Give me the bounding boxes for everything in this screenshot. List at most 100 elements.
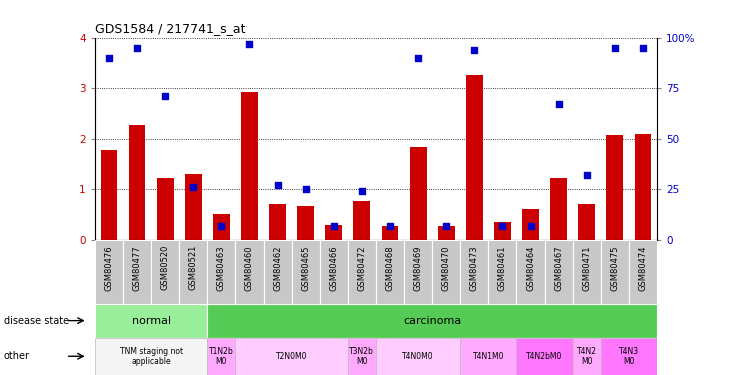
Point — [103, 55, 115, 61]
Point — [356, 188, 368, 194]
Text: GSM80470: GSM80470 — [442, 245, 450, 291]
Bar — [573, 338, 601, 375]
Bar — [353, 201, 370, 240]
Text: T4N3
M0: T4N3 M0 — [619, 347, 639, 366]
Bar — [123, 240, 151, 304]
Bar — [236, 338, 348, 375]
Bar — [517, 240, 545, 304]
Text: GSM80521: GSM80521 — [189, 245, 198, 291]
Text: GSM80464: GSM80464 — [526, 245, 535, 291]
Bar — [404, 240, 432, 304]
Text: T3N2b
M0: T3N2b M0 — [350, 347, 374, 366]
Point — [188, 184, 199, 190]
Bar — [207, 338, 235, 375]
Bar — [101, 150, 118, 240]
Text: T1N2b
M0: T1N2b M0 — [209, 347, 234, 366]
Point — [244, 40, 256, 46]
Bar — [326, 225, 342, 240]
Text: TNM staging not
applicable: TNM staging not applicable — [120, 347, 182, 366]
Bar — [128, 124, 145, 240]
Bar — [185, 174, 201, 240]
Bar — [382, 226, 399, 240]
Text: GSM80465: GSM80465 — [301, 245, 310, 291]
Bar — [461, 240, 488, 304]
Point — [215, 223, 227, 229]
Point — [300, 186, 312, 192]
Text: GSM80474: GSM80474 — [639, 245, 648, 291]
Point — [496, 223, 508, 229]
Text: GSM80472: GSM80472 — [358, 245, 366, 291]
Point — [412, 55, 424, 61]
Text: GSM80468: GSM80468 — [385, 245, 394, 291]
Text: GSM80520: GSM80520 — [161, 245, 169, 291]
Bar — [634, 134, 651, 240]
Bar — [488, 240, 517, 304]
Bar — [376, 338, 461, 375]
Text: T4N1M0: T4N1M0 — [472, 352, 504, 361]
Bar — [522, 209, 539, 240]
Bar — [269, 204, 286, 240]
Point — [525, 223, 537, 229]
Text: GSM80466: GSM80466 — [329, 245, 338, 291]
Bar — [545, 240, 573, 304]
Point — [272, 182, 283, 188]
Bar — [376, 240, 404, 304]
Bar — [292, 240, 320, 304]
Text: GSM80469: GSM80469 — [414, 245, 423, 291]
Text: GSM80471: GSM80471 — [583, 245, 591, 291]
Text: carcinoma: carcinoma — [403, 316, 461, 326]
Bar — [432, 240, 461, 304]
Bar — [517, 338, 573, 375]
Bar — [466, 75, 483, 240]
Bar — [180, 240, 207, 304]
Bar — [241, 92, 258, 240]
Text: GSM80462: GSM80462 — [273, 245, 282, 291]
Point — [328, 223, 339, 229]
Bar — [297, 206, 314, 240]
Bar — [236, 240, 264, 304]
Point — [609, 45, 620, 51]
Text: GSM80477: GSM80477 — [133, 245, 142, 291]
Text: GSM80460: GSM80460 — [245, 245, 254, 291]
Text: T2N0M0: T2N0M0 — [276, 352, 307, 361]
Bar — [494, 222, 511, 240]
Text: T4N2
M0: T4N2 M0 — [577, 347, 596, 366]
Bar — [601, 240, 629, 304]
Bar — [629, 240, 657, 304]
Bar — [607, 135, 623, 240]
Text: T4N0M0: T4N0M0 — [402, 352, 434, 361]
Bar — [348, 240, 376, 304]
Point — [131, 45, 143, 51]
Text: GSM80461: GSM80461 — [498, 245, 507, 291]
Bar — [207, 304, 657, 338]
Bar — [207, 240, 235, 304]
Point — [637, 45, 649, 51]
Bar — [601, 338, 657, 375]
Bar — [320, 240, 348, 304]
Bar — [95, 240, 123, 304]
Text: GSM80476: GSM80476 — [104, 245, 113, 291]
Bar — [578, 204, 595, 240]
Bar — [348, 338, 376, 375]
Text: GSM80463: GSM80463 — [217, 245, 226, 291]
Point — [469, 46, 480, 53]
Text: other: other — [4, 351, 30, 361]
Bar — [264, 240, 292, 304]
Point — [384, 223, 396, 229]
Text: disease state: disease state — [4, 316, 69, 326]
Text: normal: normal — [131, 316, 171, 326]
Bar — [95, 304, 207, 338]
Bar — [157, 178, 174, 240]
Text: GDS1584 / 217741_s_at: GDS1584 / 217741_s_at — [95, 22, 245, 35]
Text: GSM80473: GSM80473 — [470, 245, 479, 291]
Text: T4N2bM0: T4N2bM0 — [526, 352, 563, 361]
Bar — [573, 240, 601, 304]
Text: GSM80467: GSM80467 — [554, 245, 563, 291]
Point — [440, 223, 452, 229]
Bar — [151, 240, 180, 304]
Bar — [213, 214, 230, 240]
Bar — [550, 178, 567, 240]
Point — [581, 172, 593, 178]
Bar — [461, 338, 517, 375]
Bar — [95, 338, 207, 375]
